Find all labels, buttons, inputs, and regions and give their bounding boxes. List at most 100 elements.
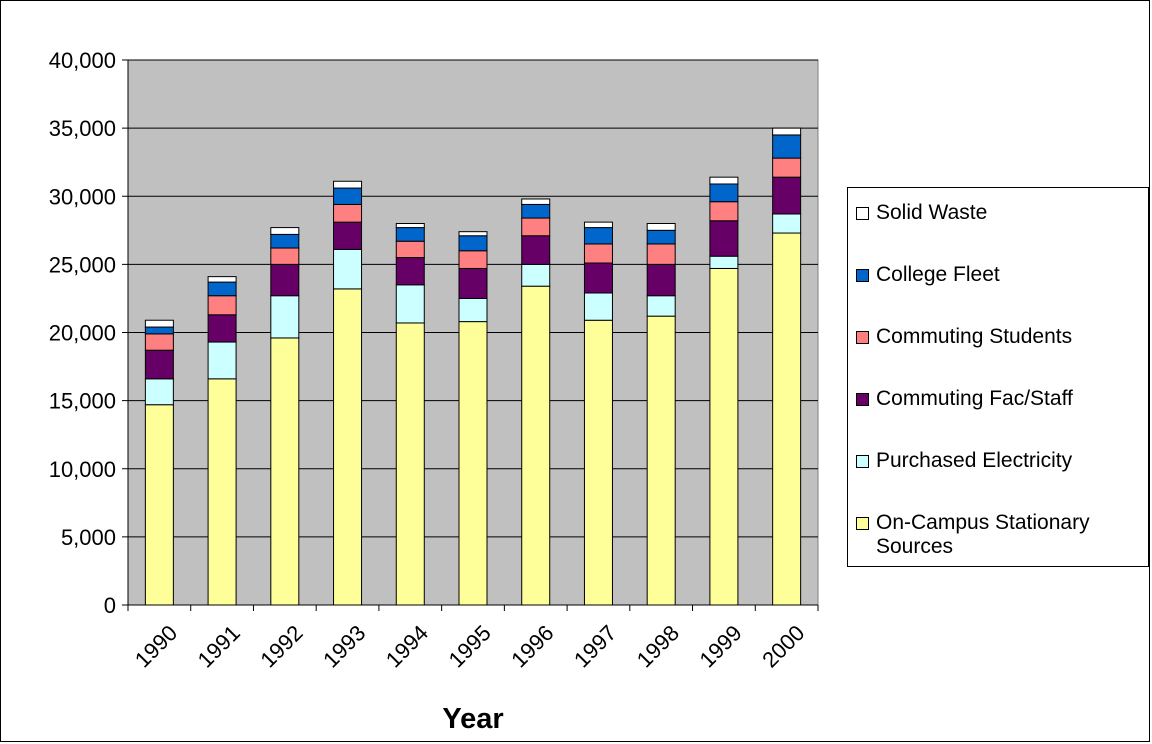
legend-swatch — [856, 517, 869, 530]
bar-segment — [709, 201, 739, 222]
bar-segment — [395, 227, 425, 242]
bar-segment — [521, 198, 551, 205]
bar-segment — [646, 223, 676, 231]
bar-segment — [583, 243, 613, 264]
legend-swatch — [856, 331, 869, 344]
legend: Solid Waste College Fleet Commuting Studen… — [847, 187, 1149, 567]
x-tick-label: 1995 — [444, 620, 496, 672]
y-tick-label: 15,000 — [49, 389, 116, 414]
legend-item: Purchased Electricity — [856, 449, 1146, 473]
x-tick-label: 1999 — [694, 620, 746, 672]
bar-segment — [709, 176, 739, 185]
x-tick-label: 1997 — [569, 620, 621, 672]
bar-segment — [646, 263, 676, 297]
y-tick-label: 30,000 — [49, 184, 116, 209]
y-tick-label: 0 — [104, 593, 116, 618]
bar-segment — [646, 295, 676, 317]
bar-segment — [458, 267, 488, 299]
bar-segment — [709, 267, 739, 606]
bar-segment — [395, 240, 425, 259]
bar-segment — [458, 321, 488, 606]
x-tick-label: 1996 — [506, 620, 558, 672]
legend-item: Solid Waste — [856, 201, 1146, 225]
bar-segment — [583, 292, 613, 321]
legend-label: Commuting Students — [876, 325, 1073, 348]
y-tick-label: 10,000 — [49, 457, 116, 482]
bar-segment — [270, 247, 300, 265]
bar-segment — [458, 297, 488, 323]
legend-label: On-Campus Stationary Sources — [876, 511, 1090, 558]
x-tick-label: 1990 — [130, 620, 182, 672]
y-tick-label: 40,000 — [49, 48, 116, 73]
bar-segment — [458, 235, 488, 252]
bar-segment — [333, 248, 363, 290]
bar-segment — [521, 203, 551, 219]
bar-segment — [709, 255, 739, 269]
bar-segment — [144, 326, 174, 335]
bar-segment — [207, 378, 237, 606]
y-tick-label: 5,000 — [61, 525, 116, 550]
x-tick-label: 1993 — [318, 620, 370, 672]
bar-segment — [521, 235, 551, 265]
bar-segment — [207, 276, 237, 283]
x-axis-title: Year — [442, 703, 503, 735]
bar-segment — [270, 337, 300, 606]
y-tick-label: 20,000 — [49, 321, 116, 346]
bar-segment — [207, 341, 237, 380]
legend-label: College Fleet — [876, 263, 1000, 286]
bar-segment — [144, 333, 174, 351]
x-tick-label: 1998 — [632, 620, 684, 672]
bar-segment — [458, 231, 488, 237]
y-tick-label: 35,000 — [49, 116, 116, 141]
bar-segment — [395, 223, 425, 229]
bar-segment — [458, 250, 488, 269]
legend-label: Solid Waste — [876, 201, 988, 224]
bar-segment — [583, 262, 613, 294]
bar-segment — [583, 319, 613, 606]
bar-segment — [144, 404, 174, 606]
legend-swatch — [856, 207, 869, 220]
bar-segment — [521, 263, 551, 287]
bar-segment — [772, 213, 802, 234]
legend-item: Commuting Fac/Staff — [856, 387, 1146, 411]
legend-item: College Fleet — [856, 263, 1146, 287]
x-tick-label: 1992 — [255, 620, 307, 672]
bar-segment — [270, 233, 300, 249]
bar-segment — [333, 203, 363, 223]
bar-segment — [333, 187, 363, 205]
bar-segment — [772, 232, 802, 606]
bar-segment — [207, 314, 237, 343]
bar-segment — [709, 220, 739, 257]
bar-segment — [207, 281, 237, 297]
bar-segment — [207, 295, 237, 316]
bar-segment — [144, 319, 174, 328]
x-tick-label: 2000 — [757, 620, 809, 672]
bar-segment — [333, 288, 363, 606]
legend-swatch — [856, 269, 869, 282]
bar-segment — [772, 127, 802, 136]
bar-segment — [333, 221, 363, 250]
bar-segment — [144, 349, 174, 380]
bar-segment — [395, 284, 425, 324]
bar-segment — [772, 176, 802, 215]
bar-segment — [646, 243, 676, 265]
bar-segment — [395, 257, 425, 286]
bar-segment — [333, 180, 363, 189]
legend-label: Purchased Electricity — [876, 449, 1073, 472]
legend-swatch — [856, 393, 869, 406]
bar-segment — [646, 229, 676, 245]
bar-segment — [270, 295, 300, 339]
legend-item: On-Campus Stationary Sources — [856, 511, 1146, 559]
bar-segment — [583, 227, 613, 245]
bar-segment — [772, 157, 802, 178]
x-tick-label: 1991 — [193, 620, 245, 672]
bar-segment — [646, 315, 676, 606]
y-tick-label: 25,000 — [49, 252, 116, 277]
bar-segment — [395, 322, 425, 606]
bar-segment — [772, 134, 802, 159]
legend-item: Commuting Students — [856, 325, 1146, 349]
x-tick-label: 1994 — [381, 620, 433, 672]
bar-segment — [709, 183, 739, 203]
bar-segment — [144, 378, 174, 406]
